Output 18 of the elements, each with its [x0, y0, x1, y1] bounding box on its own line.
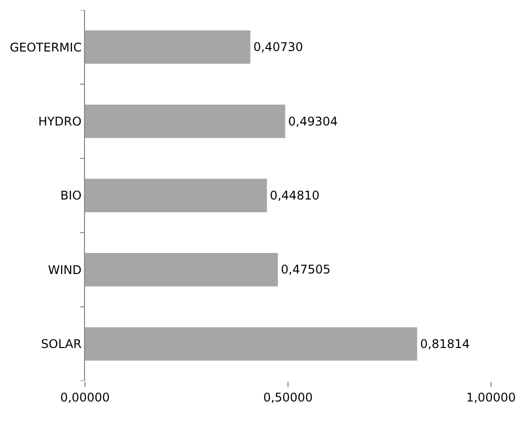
x-tick-label: 1,00000	[466, 390, 516, 404]
data-label: 0,49304	[288, 114, 338, 128]
y-tick-label: BIO	[60, 188, 82, 203]
y-tick-label: WIND	[48, 262, 82, 277]
y-tick-label: SOLAR	[41, 337, 82, 352]
data-label: 0,47505	[280, 262, 330, 277]
bar	[85, 104, 286, 138]
bar	[85, 327, 418, 361]
x-tick-label: 0,50000	[263, 390, 313, 404]
data-label: 0,81814	[420, 336, 470, 351]
bar	[85, 253, 278, 286]
bar	[85, 178, 267, 212]
y-tick-label: GEOTERMIC	[10, 40, 82, 54]
data-label: 0,40730	[253, 40, 303, 54]
y-tick-label: HYDRO	[38, 114, 82, 128]
bar	[85, 30, 250, 64]
data-label: 0,44810	[270, 188, 320, 203]
x-tick-label: 0,00000	[60, 390, 110, 404]
